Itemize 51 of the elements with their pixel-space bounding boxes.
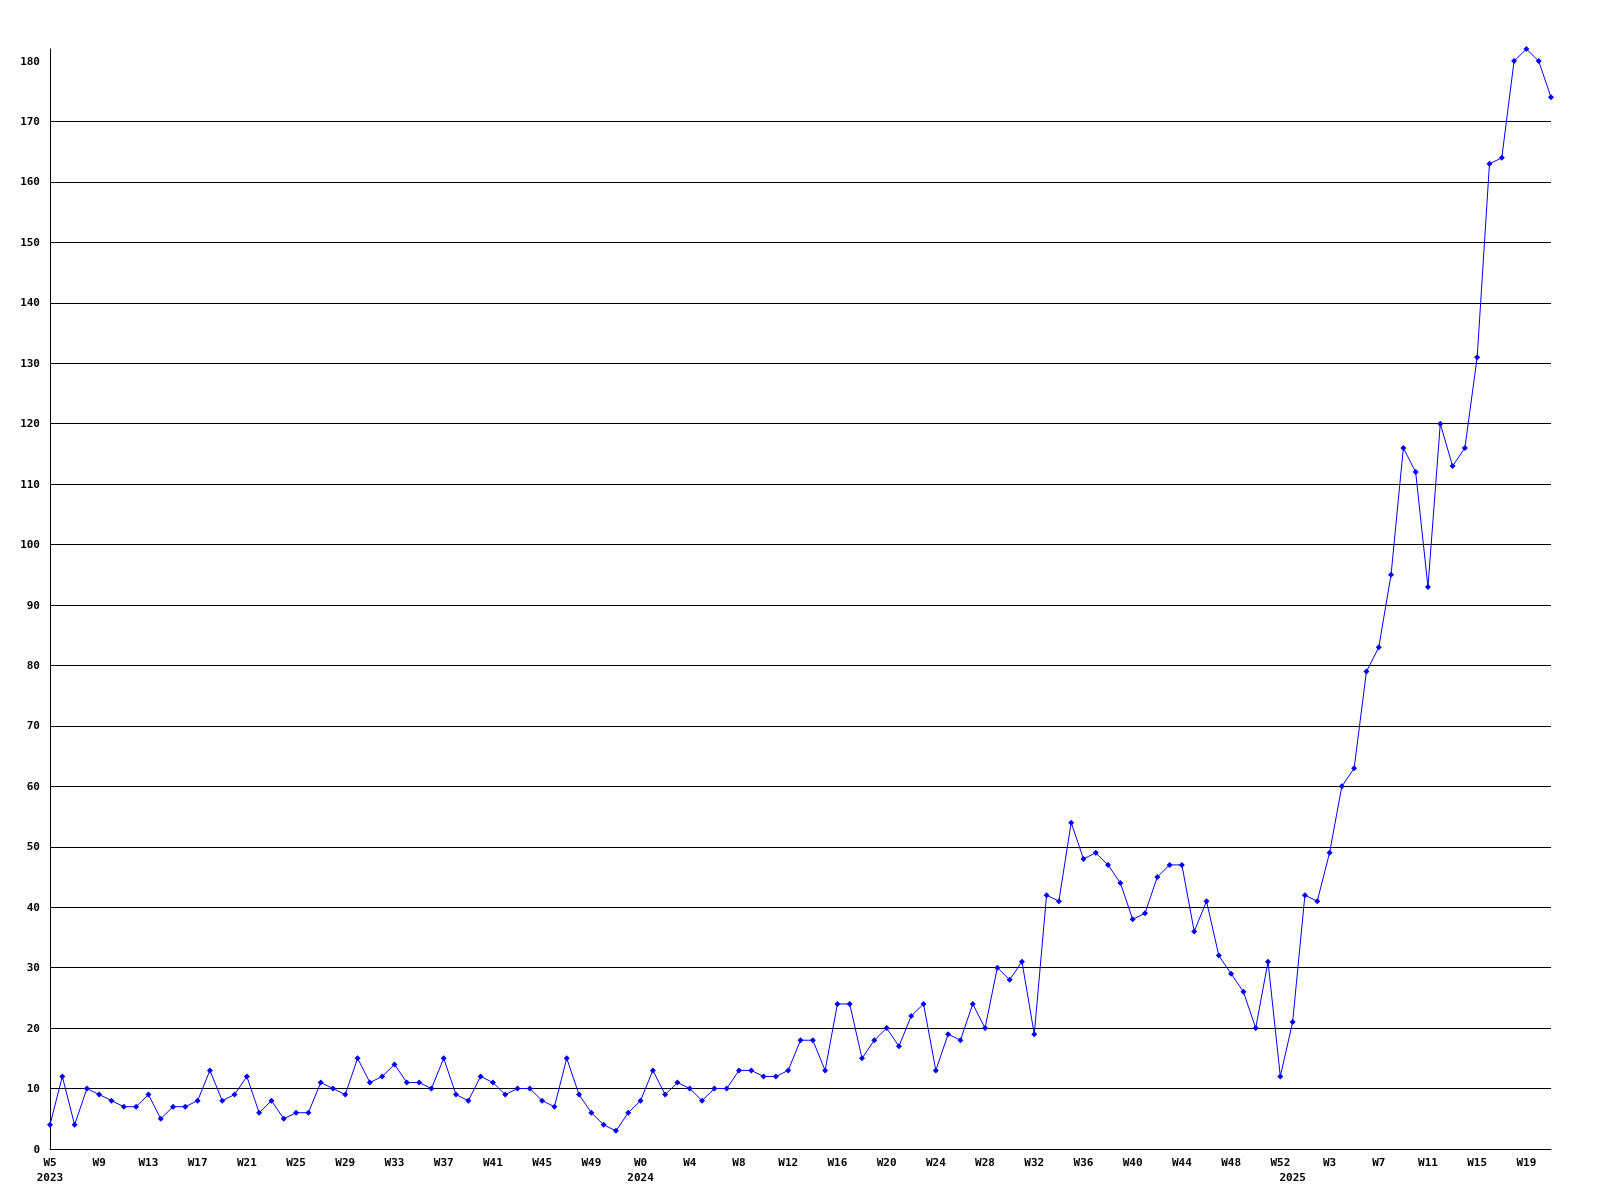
y-tick-label: 170 [20,115,40,129]
x-tick-label: 2025 [1279,1171,1306,1184]
x-tick-label: W0 2024 [627,1156,655,1184]
y-tick-label: 0 [33,1142,40,1156]
y-tick-label: 70 [26,719,40,733]
x-tick-label: W3 [1322,1156,1337,1169]
y-tick-label: 110 [20,477,40,491]
x-tick-label: W20 [876,1156,897,1169]
y-tick-label: 140 [20,296,40,310]
x-tick-label: W33 [384,1156,405,1169]
x-tick-label: W5 2023 [36,1156,64,1184]
y-tick-label: 180 [20,54,40,68]
x-tick-label: W37 [433,1156,454,1169]
x-tick-label: W13 [138,1156,159,1169]
x-tick-label: W8 [732,1156,746,1169]
x-tick-label: W52 [1270,1156,1291,1169]
y-tick-label: 100 [20,538,40,552]
y-tick-label: 160 [20,175,40,189]
x-tick-label: W7 [1372,1156,1386,1169]
y-tick-label: 30 [26,961,40,975]
x-tick-label: W28 [975,1156,995,1169]
x-tick-label: W29 [335,1156,356,1169]
x-tick-label: W19 [1516,1156,1537,1169]
x-tick-label: W24 [925,1156,947,1169]
y-tick-label: 10 [26,1082,40,1096]
x-tick-label: W40 [1122,1156,1143,1169]
x-tick-label: W36 [1073,1156,1094,1169]
x-tick-label: W9 [92,1156,106,1169]
x-tick-label: W11 [1418,1156,1439,1169]
x-tick-label: W21 [236,1156,258,1169]
x-tick-label: W44 [1171,1156,1193,1169]
x-tick-label: W17 [187,1156,208,1169]
x-tick-label: W16 [827,1156,848,1169]
x-tick-label: W15 [1467,1156,1488,1169]
y-tick-label: 90 [26,598,40,612]
x-tick-label: W48 [1221,1156,1242,1169]
y-tick-label: 20 [26,1021,40,1035]
x-tick-label: W41 [482,1156,504,1169]
y-tick-label: 150 [20,235,40,249]
x-tick-label: W12 [778,1156,799,1169]
x-tick-label: W4 [683,1156,697,1169]
x-tick-label: W25 [286,1156,306,1169]
y-tick-label: 40 [26,900,40,914]
y-tick-label: 80 [26,658,40,672]
x-tick-label: W32 [1024,1156,1045,1169]
y-tick-label: 120 [20,417,40,431]
y-tick-label: 130 [20,356,40,370]
x-tick-label: W45 [532,1156,553,1169]
y-tick-label: 60 [26,779,40,793]
y-tick-label: 50 [26,840,40,854]
x-tick-label: W49 [581,1156,602,1169]
